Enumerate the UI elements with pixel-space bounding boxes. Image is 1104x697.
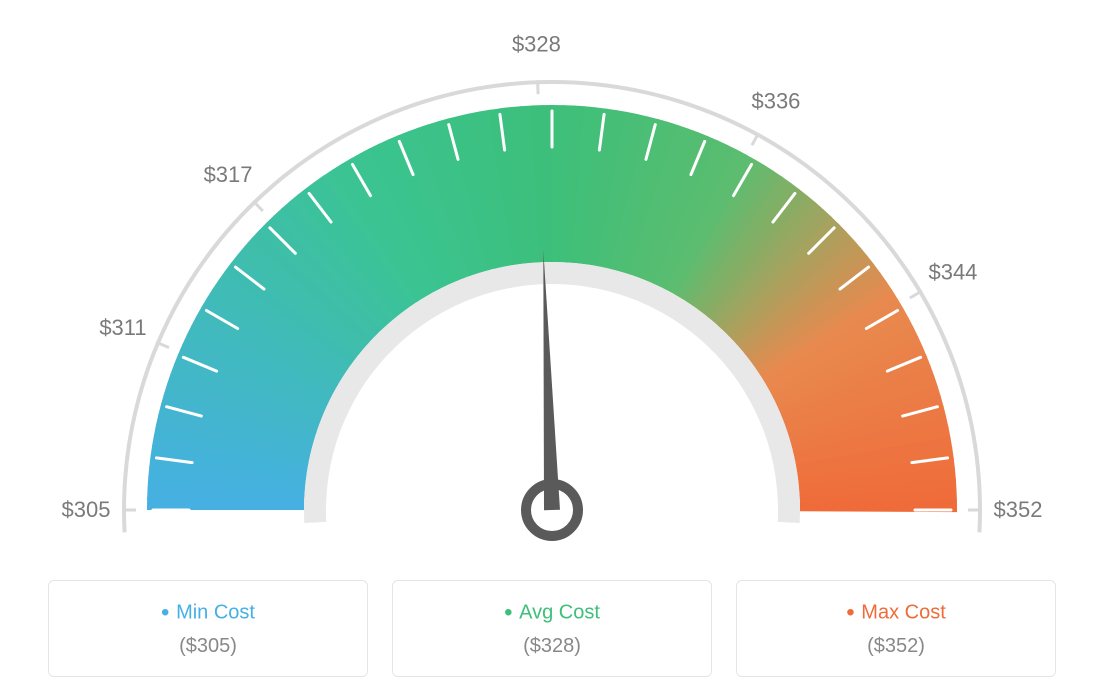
legend-avg-label: Avg Cost	[417, 599, 687, 627]
gauge-tick-label: $305	[62, 497, 111, 522]
legend-min-value: ($305)	[73, 635, 343, 658]
legend-max-card: Max Cost ($352)	[736, 580, 1056, 677]
legend-min-label: Min Cost	[73, 599, 343, 627]
gauge-tick-label: $344	[928, 260, 977, 285]
legend-max-value: ($352)	[761, 635, 1031, 658]
legend-min-card: Min Cost ($305)	[48, 580, 368, 677]
gauge-tick-label: $317	[204, 162, 253, 187]
legend-max-label: Max Cost	[761, 599, 1031, 627]
gauge-tick-label: $311	[99, 315, 146, 340]
gauge-tick-label: $328	[512, 31, 561, 56]
gauge-tick-label: $336	[751, 88, 800, 113]
legend-avg-card: Avg Cost ($328)	[392, 580, 712, 677]
legend-row: Min Cost ($305) Avg Cost ($328) Max Cost…	[0, 560, 1104, 697]
gauge-svg: $305 $311 $317 $328 $336 $344 $352	[0, 0, 1104, 560]
gauge-chart: $305 $311 $317 $328 $336 $344 $352	[0, 0, 1104, 560]
cost-gauge-widget: $305 $311 $317 $328 $336 $344 $352 Min Cost ($…	[0, 0, 1104, 690]
legend-avg-value: ($328)	[417, 635, 687, 658]
gauge-tick-label: $352	[994, 497, 1043, 522]
